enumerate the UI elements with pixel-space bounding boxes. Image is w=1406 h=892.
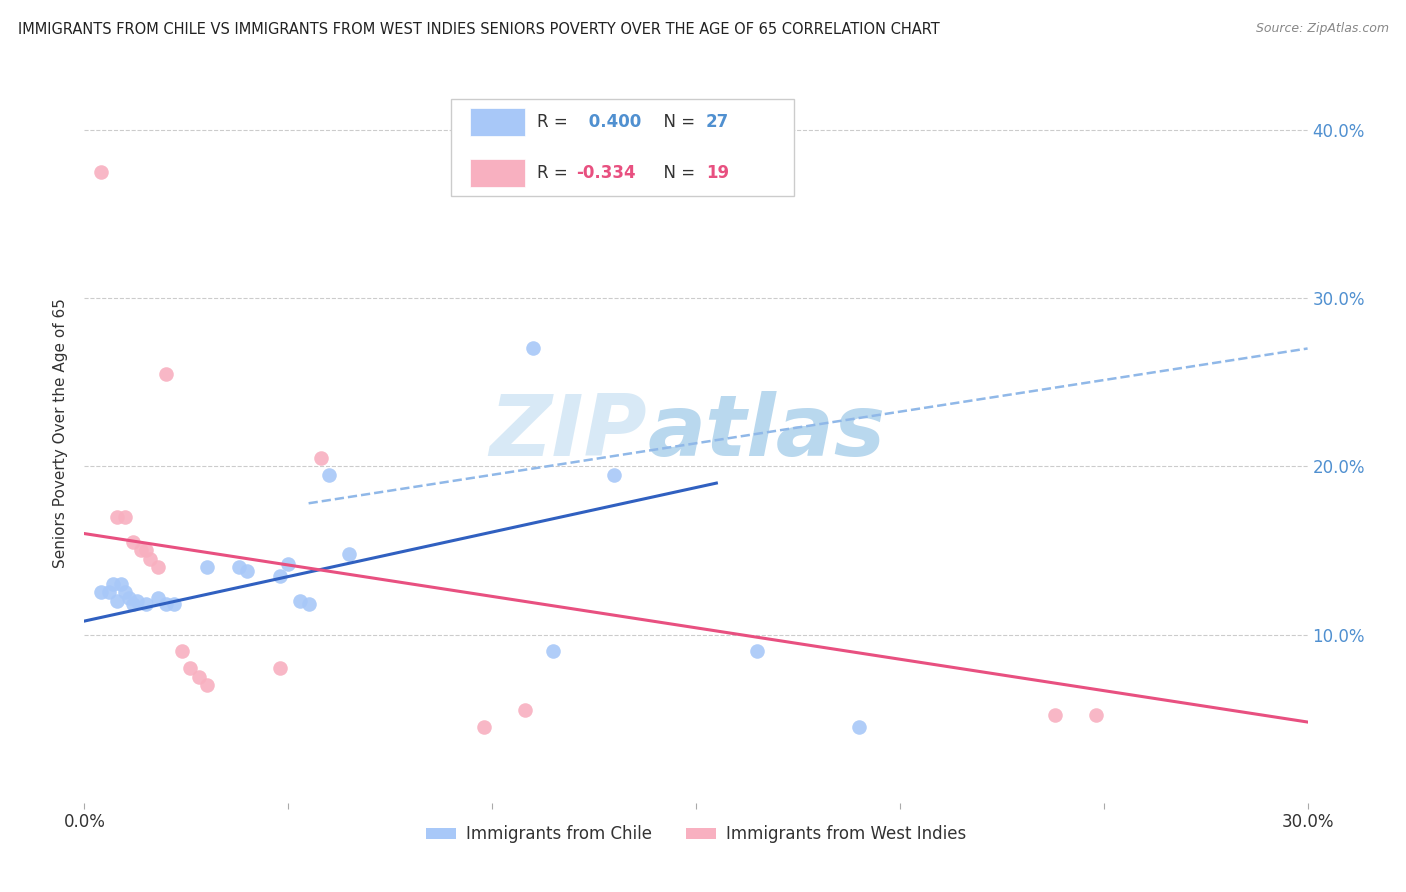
Point: [747, 644, 769, 658]
Point: [1043, 708, 1066, 723]
Point: [135, 597, 157, 611]
Point: [114, 585, 136, 599]
Point: [163, 597, 186, 611]
Point: [187, 670, 209, 684]
Point: [236, 564, 259, 578]
Point: [110, 577, 132, 591]
Point: [179, 661, 201, 675]
Point: [131, 543, 153, 558]
Point: [105, 594, 128, 608]
Point: [127, 594, 149, 608]
Point: [105, 509, 128, 524]
Point: [472, 720, 495, 734]
Point: [290, 594, 312, 608]
Text: N =: N =: [654, 113, 700, 131]
FancyBboxPatch shape: [470, 159, 524, 186]
Legend: Immigrants from Chile, Immigrants from West Indies: Immigrants from Chile, Immigrants from W…: [419, 819, 973, 850]
Point: [122, 597, 145, 611]
Point: [195, 560, 218, 574]
Text: N =: N =: [654, 164, 700, 182]
Text: ZIP: ZIP: [489, 391, 647, 475]
Point: [543, 644, 565, 658]
Point: [228, 560, 250, 574]
Text: 19: 19: [706, 164, 728, 182]
Point: [90, 165, 112, 179]
Point: [522, 342, 544, 356]
Text: atlas: atlas: [647, 391, 886, 475]
Point: [146, 591, 169, 605]
Point: [603, 467, 626, 482]
Point: [269, 661, 291, 675]
Text: 0.400: 0.400: [583, 113, 641, 131]
Point: [155, 597, 177, 611]
Point: [848, 720, 870, 734]
Point: [146, 560, 169, 574]
Text: R =: R =: [537, 113, 574, 131]
Point: [195, 678, 218, 692]
Point: [513, 703, 536, 717]
Point: [277, 557, 299, 571]
Point: [269, 568, 291, 582]
Point: [298, 597, 321, 611]
Text: Source: ZipAtlas.com: Source: ZipAtlas.com: [1256, 22, 1389, 36]
Point: [339, 547, 361, 561]
Point: [172, 644, 194, 658]
Point: [90, 585, 112, 599]
Text: 27: 27: [706, 113, 728, 131]
Text: R =: R =: [537, 164, 574, 182]
Point: [135, 543, 157, 558]
Point: [97, 585, 120, 599]
Text: IMMIGRANTS FROM CHILE VS IMMIGRANTS FROM WEST INDIES SENIORS POVERTY OVER THE AG: IMMIGRANTS FROM CHILE VS IMMIGRANTS FROM…: [18, 22, 941, 37]
Point: [101, 577, 124, 591]
Point: [318, 467, 340, 482]
Point: [1084, 708, 1107, 723]
Point: [114, 509, 136, 524]
Y-axis label: Seniors Poverty Over the Age of 65: Seniors Poverty Over the Age of 65: [53, 298, 69, 567]
Point: [155, 367, 177, 381]
FancyBboxPatch shape: [451, 99, 794, 195]
Text: -0.334: -0.334: [576, 164, 636, 182]
Point: [118, 591, 141, 605]
Point: [138, 551, 160, 566]
Point: [309, 450, 332, 465]
FancyBboxPatch shape: [470, 108, 524, 136]
Point: [122, 535, 145, 549]
